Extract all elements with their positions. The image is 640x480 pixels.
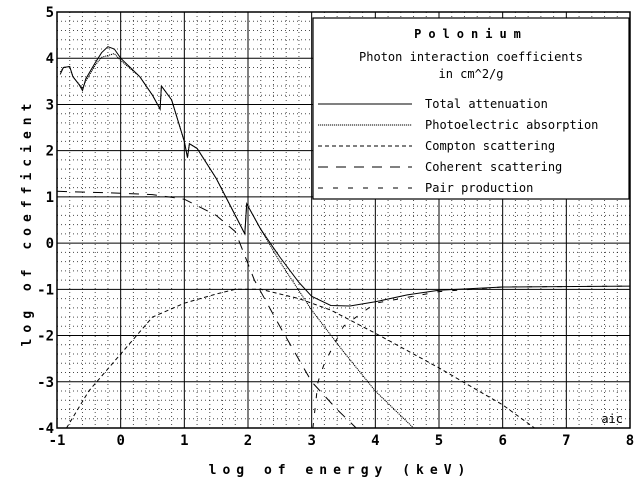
x-tick-label: 8 (626, 433, 634, 449)
x-tick-label: 3 (307, 433, 315, 449)
legend-label: Pair production (425, 181, 533, 195)
legend-subtitle: Photon interaction coefficients (359, 50, 583, 64)
x-axis-label: log of energy (keV) (209, 463, 472, 478)
legend-label: Compton scattering (425, 139, 555, 153)
y-tick-label: 0 (46, 236, 54, 252)
series-coherent-scattering (56, 190, 357, 429)
y-axis-label: log of coefficient (20, 98, 35, 347)
legend: Total attenuation Photoelectric absorptio… (318, 97, 598, 195)
legend-label: Photoelectric absorption (425, 118, 598, 132)
y-tick-label: -3 (37, 375, 54, 391)
series-compton-scattering (66, 288, 535, 429)
watermark: aic (601, 412, 623, 426)
y-tick-label: 4 (46, 51, 54, 67)
x-tick-label: 1 (180, 433, 188, 449)
x-tick-label: 7 (562, 433, 570, 449)
y-tick-label: 3 (46, 97, 54, 113)
legend-title: Polonium (414, 27, 528, 41)
series-pair-production (312, 285, 631, 429)
legend-box (312, 17, 630, 200)
y-tick-label: 2 (46, 144, 54, 160)
x-tick-label: 2 (244, 433, 252, 449)
x-tick-label: 0 (116, 433, 124, 449)
y-tick-label: -1 (37, 282, 54, 298)
legend-label: Total attenuation (425, 97, 548, 111)
x-tick-label: 6 (498, 433, 506, 449)
legend-units: in cm^2/g (438, 67, 503, 81)
x-tick-label: 4 (371, 433, 379, 449)
legend-label: Coherent scattering (425, 160, 562, 174)
x-tick-label: -1 (49, 433, 66, 449)
y-tick-label: 5 (46, 5, 54, 21)
x-tick-label: 5 (435, 433, 443, 449)
ticks: -1 0 1 2 3 4 5 6 7 8 5 4 3 2 1 0 -1 -2 -3 -4 (37, 5, 634, 449)
series-photoelectric-absorption (59, 53, 414, 429)
y-tick-label: 1 (46, 190, 54, 206)
plot-frame (56, 11, 631, 429)
y-tick-label: -2 (37, 329, 54, 345)
curves (56, 46, 631, 429)
y-tick-label: -4 (37, 421, 54, 437)
